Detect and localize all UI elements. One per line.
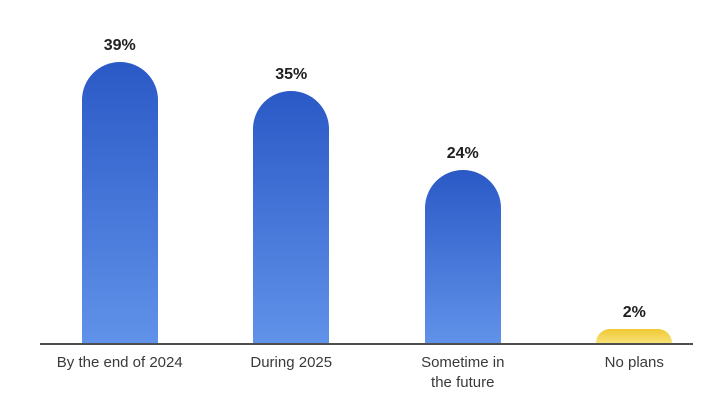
x-axis-category-label: During 2025 <box>250 354 333 371</box>
bar-value-label: 39% <box>103 37 136 54</box>
bar[interactable] <box>253 91 330 343</box>
x-axis-line <box>40 343 693 345</box>
x-axis-labels: By the end of 2024 During 2025 Sometime in… <box>34 353 720 393</box>
bar[interactable] <box>424 170 501 343</box>
x-axis-category-label: Sometime in the future <box>421 354 505 391</box>
bar[interactable] <box>81 62 158 343</box>
x-axis-category-label: By the end of 2024 <box>56 354 183 371</box>
bar-value-label: 24% <box>446 145 479 162</box>
bar-group: 35% <box>206 0 378 343</box>
bar-value-label: 35% <box>275 66 308 83</box>
plot-area: 39% 35% 24% 2% <box>34 0 720 343</box>
x-axis-category-label: No plans <box>604 354 664 371</box>
bar-value-label: 2% <box>622 304 646 321</box>
bar-group: 2% <box>549 0 721 343</box>
bar-group: 24% <box>377 0 549 343</box>
bar[interactable] <box>596 329 673 343</box>
bar-group: 39% <box>34 0 206 343</box>
